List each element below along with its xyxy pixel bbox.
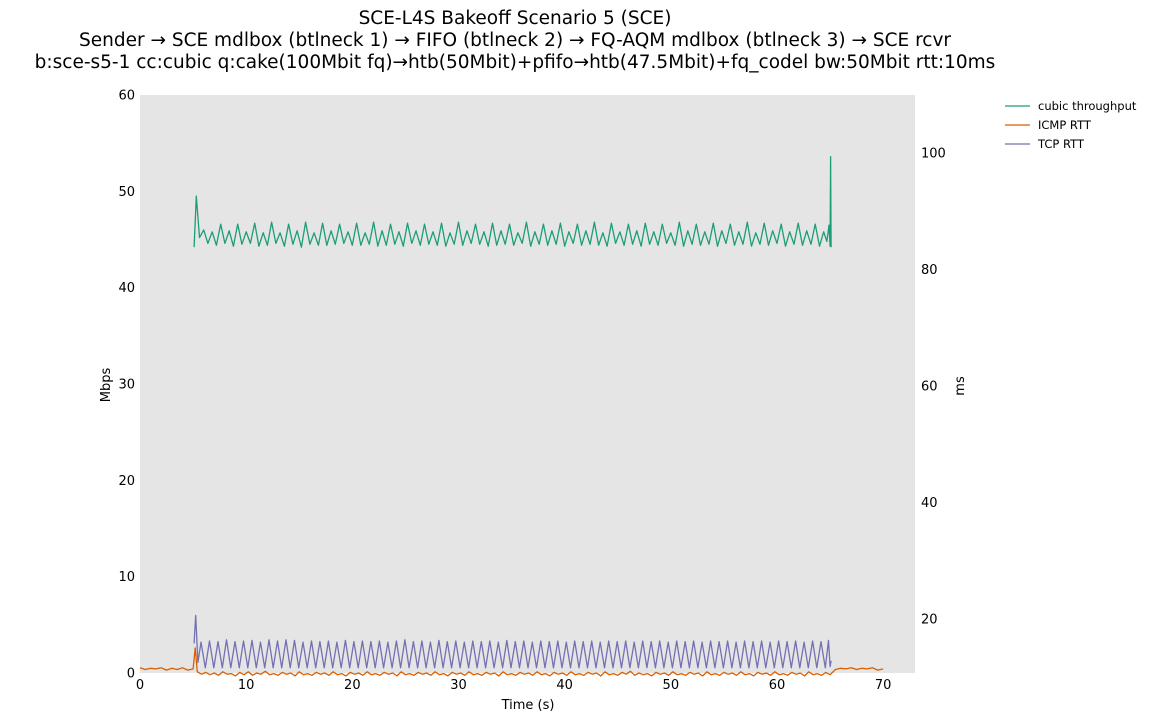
y2-tick-label: 40: [921, 496, 938, 511]
y-tick-label: 10: [118, 570, 135, 585]
y-tick-label: 40: [118, 281, 135, 296]
legend-label: ICMP RTT: [1038, 118, 1092, 132]
legend-label: TCP RTT: [1037, 137, 1085, 151]
x-tick-label: 40: [556, 678, 573, 693]
y-tick-label: 50: [118, 185, 135, 200]
x-tick-label: 60: [769, 678, 786, 693]
legend: cubic throughput ICMP RTT TCP RTT: [1005, 99, 1137, 151]
y-tick-label: 60: [118, 89, 135, 104]
chart-title: SCE-L4S Bakeoff Scenario 5 (SCE): [359, 8, 672, 29]
y2-tick-label: 80: [921, 263, 938, 278]
plot-area: [140, 95, 915, 673]
x-tick-label: 50: [663, 678, 680, 693]
y-tick-label: 30: [118, 378, 135, 393]
x-tick-label: 70: [875, 678, 892, 693]
x-tick-label: 20: [344, 678, 361, 693]
chart-subtitle-config: b:sce-s5-1 cc:cubic q:cake(100Mbit fq)→h…: [35, 52, 996, 73]
right-y-axis: 20 40 60 80 100: [921, 147, 946, 628]
x-tick-label: 10: [238, 678, 255, 693]
series-line-icmp-rtt: [139, 647, 884, 677]
y-tick-label: 0: [127, 667, 135, 682]
y2-tick-label: 100: [921, 147, 946, 162]
y2-tick-label: 60: [921, 380, 938, 395]
y2-axis-label: ms: [953, 376, 968, 396]
series-line-tcp-rtt: [193, 614, 832, 669]
series-lines: [139, 156, 884, 677]
left-y-axis: 0 10 20 30 40 50 60: [118, 89, 135, 682]
legend-label: cubic throughput: [1038, 99, 1137, 113]
legend-item: TCP RTT: [1005, 137, 1085, 151]
chart-subtitle: Sender → SCE mdlbox (btlneck 1) → FIFO (…: [79, 30, 951, 51]
x-tick-label: 30: [450, 678, 467, 693]
y-tick-label: 20: [118, 474, 135, 489]
series-line-cubic-throughput: [193, 156, 832, 248]
y-axis-label: Mbps: [99, 368, 114, 403]
x-axis: 0 10 20 30 40 50 60 70: [136, 678, 892, 693]
legend-item: cubic throughput: [1005, 99, 1137, 113]
x-tick-label: 0: [136, 678, 144, 693]
x-axis-label: Time (s): [501, 698, 555, 713]
legend-item: ICMP RTT: [1005, 118, 1092, 132]
y2-tick-label: 20: [921, 612, 938, 627]
